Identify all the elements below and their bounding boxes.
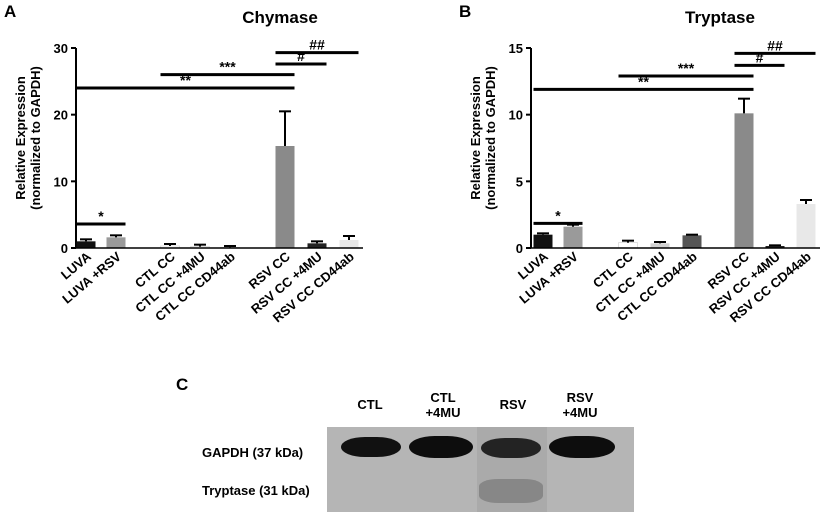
blot-column-rsv-4mu: RSV +4MU: [562, 390, 598, 420]
chymase-y-tick-label-1: 10: [54, 174, 68, 189]
gapdh-band-ctl: [341, 437, 401, 457]
tryptase-x-tick-label-3: CTL CC +4MU: [592, 249, 668, 316]
blot-row-tryptase: Tryptase (31 kDa): [202, 483, 310, 498]
chymase-x-tick-label-7: RSV CC CD44ab: [270, 249, 357, 326]
chymase-y-tick-label-2: 20: [54, 108, 68, 123]
chymase-significance-label-4: ##: [309, 37, 325, 53]
chart-title-tryptase: Tryptase: [685, 8, 755, 27]
tryptase-bar-4: [682, 235, 702, 248]
tryptase-x-tick-label-0: LUVA: [515, 248, 551, 282]
chymase-x-tick-label-5: RSV CC: [246, 248, 294, 291]
chymase-x-tick-label-3: CTL CC +4MU: [132, 249, 208, 316]
chymase-significance-label-3: #: [297, 48, 305, 64]
chymase-bar-0: [76, 241, 96, 248]
tryptase-bar-1: [563, 226, 583, 248]
gapdh-band-rsv: [481, 438, 541, 458]
tryptase-significance-label-2: ***: [678, 60, 695, 76]
chymase-bar-6: [307, 243, 327, 248]
blot-column-ctl-4mu: CTL +4MU: [425, 390, 461, 420]
chymase-bar-4: [220, 247, 240, 249]
chymase-y-tick-label-3: 30: [54, 41, 68, 56]
chymase-significance-label-0: *: [98, 208, 104, 224]
y-axis-label-tryptase: Relative Expression (normalized to GAPDH…: [468, 66, 498, 210]
tryptase-significance-label-4: ##: [767, 37, 783, 53]
tryptase-bar-2: [618, 242, 638, 249]
y-axis-label-chymase: Relative Expression (normalized to GAPDH…: [13, 66, 43, 210]
tryptase-x-tick-label-7: RSV CC CD44ab: [727, 249, 814, 326]
chymase-significance-label-1: **: [180, 72, 191, 88]
chymase-bar-1: [106, 237, 126, 248]
tryptase-y-tick-label-2: 10: [509, 108, 523, 123]
chymase-bar-3: [190, 246, 210, 249]
chymase-x-tick-label-6: RSV CC +4MU: [248, 249, 325, 317]
panel-letter-a: A: [4, 2, 17, 21]
tryptase-x-tick-label-6: RSV CC +4MU: [706, 249, 783, 317]
tryptase-band-rsv: [479, 479, 543, 503]
tryptase-bar-0: [533, 234, 553, 248]
tryptase-y-tick-label-0: 0: [516, 241, 523, 256]
gapdh-band-rsv-4mu: [549, 436, 615, 458]
chymase-bar-5: [275, 146, 295, 248]
tryptase-bar-6: [765, 246, 785, 248]
chymase-x-tick-label-1: LUVA +RSV: [59, 249, 124, 307]
blot-image: [327, 427, 634, 512]
chymase-bar-2: [160, 245, 180, 249]
blot-column-ctl: CTL: [357, 397, 383, 412]
tryptase-bar-5: [734, 113, 754, 248]
blot-column-rsv: RSV: [499, 397, 527, 412]
chymase-y-tick-label-0: 0: [61, 241, 68, 256]
chymase-bar-7: [339, 240, 359, 248]
gapdh-band-ctl-4mu: [409, 436, 473, 458]
tryptase-bar-7: [796, 204, 816, 248]
chymase-x-tick-label-2: CTL CC: [132, 248, 178, 290]
panel-letter-b: B: [459, 2, 472, 21]
chymase-significance-label-2: ***: [219, 59, 236, 75]
chymase-x-tick-label-0: LUVA: [58, 248, 94, 282]
chart-title-chymase: Chymase: [242, 8, 318, 27]
blot-lane-shade: [477, 427, 547, 512]
chymase-x-tick-label-4: CTL CC CD44ab: [152, 249, 238, 324]
western-blot-panel: CTL CTL +4MU RSV RSV +4MU GAPDH (37 kDa)…: [190, 370, 640, 520]
tryptase-significance-label-1: **: [638, 73, 649, 89]
tryptase-x-tick-label-1: LUVA +RSV: [516, 249, 581, 307]
tryptase-significance-label-0: *: [555, 207, 561, 223]
tryptase-bar-3: [650, 243, 670, 248]
tryptase-x-tick-label-4: CTL CC CD44ab: [614, 249, 700, 324]
tryptase-significance-label-3: #: [756, 49, 764, 65]
panel-letter-c: C: [176, 375, 189, 394]
blot-row-gapdh: GAPDH (37 kDa): [202, 445, 304, 460]
tryptase-y-tick-label-3: 15: [509, 41, 523, 56]
tryptase-x-tick-label-5: RSV CC: [705, 248, 753, 291]
tryptase-y-tick-label-1: 5: [516, 174, 523, 189]
tryptase-x-tick-label-2: CTL CC: [590, 248, 636, 290]
